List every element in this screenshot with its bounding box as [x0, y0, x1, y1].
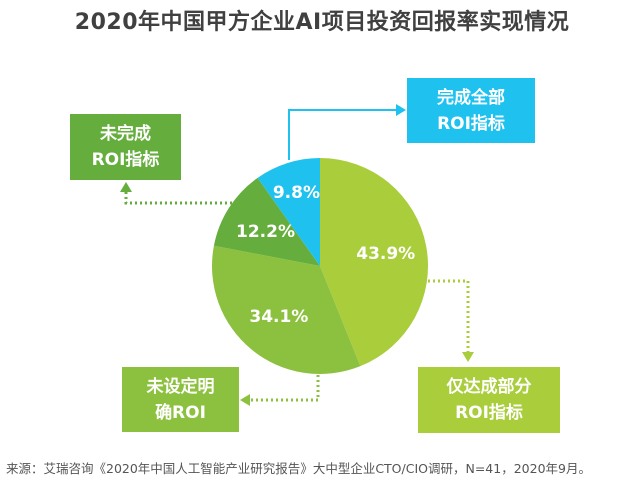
pie-slice: [320, 158, 428, 367]
connector-unfinished: [124, 190, 232, 205]
data-label: 12.2%: [236, 222, 295, 242]
label-line: ROI指标: [437, 113, 505, 134]
data-label: 9.8%: [273, 183, 320, 203]
label-box-unfinished: 未完成 ROI指标: [70, 114, 181, 180]
label-line: ROI指标: [91, 150, 160, 170]
label-line: ROI指标: [455, 403, 523, 423]
label-line: 确ROI: [155, 402, 206, 423]
label-box-partial: 仅达成部分 ROI指标: [418, 367, 560, 433]
label-line: 未完成: [100, 124, 151, 144]
connector-partial: [428, 279, 470, 352]
label-line: 完成全部: [437, 87, 505, 108]
connector-unset-arrow: [240, 394, 250, 406]
source-note: 来源：艾瑞咨询《2020年中国人工智能产业研究报告》大中型企业CTO/CIO调研…: [6, 461, 591, 476]
connector-unfinished-arrow: [120, 182, 132, 192]
chart-title: 2020年中国甲方企业AI项目投资回报率实现情况: [74, 10, 570, 35]
pie-slice: [257, 158, 320, 266]
label-box-unset: 未设定明 确ROI: [122, 367, 239, 432]
pie-slice: [213, 177, 320, 266]
data-label: 34.1%: [249, 307, 308, 327]
connector-partial-arrow: [462, 352, 474, 362]
label-box-full: 完成全部 ROI指标: [407, 78, 535, 143]
connector-full: [288, 109, 398, 160]
data-label: 43.9%: [356, 244, 415, 264]
connector-full-arrow: [396, 104, 406, 116]
connector-unset: [250, 375, 320, 402]
label-line: 未设定明: [146, 376, 215, 397]
pie-slice: [212, 245, 361, 375]
label-line: 仅达成部分: [446, 377, 532, 397]
